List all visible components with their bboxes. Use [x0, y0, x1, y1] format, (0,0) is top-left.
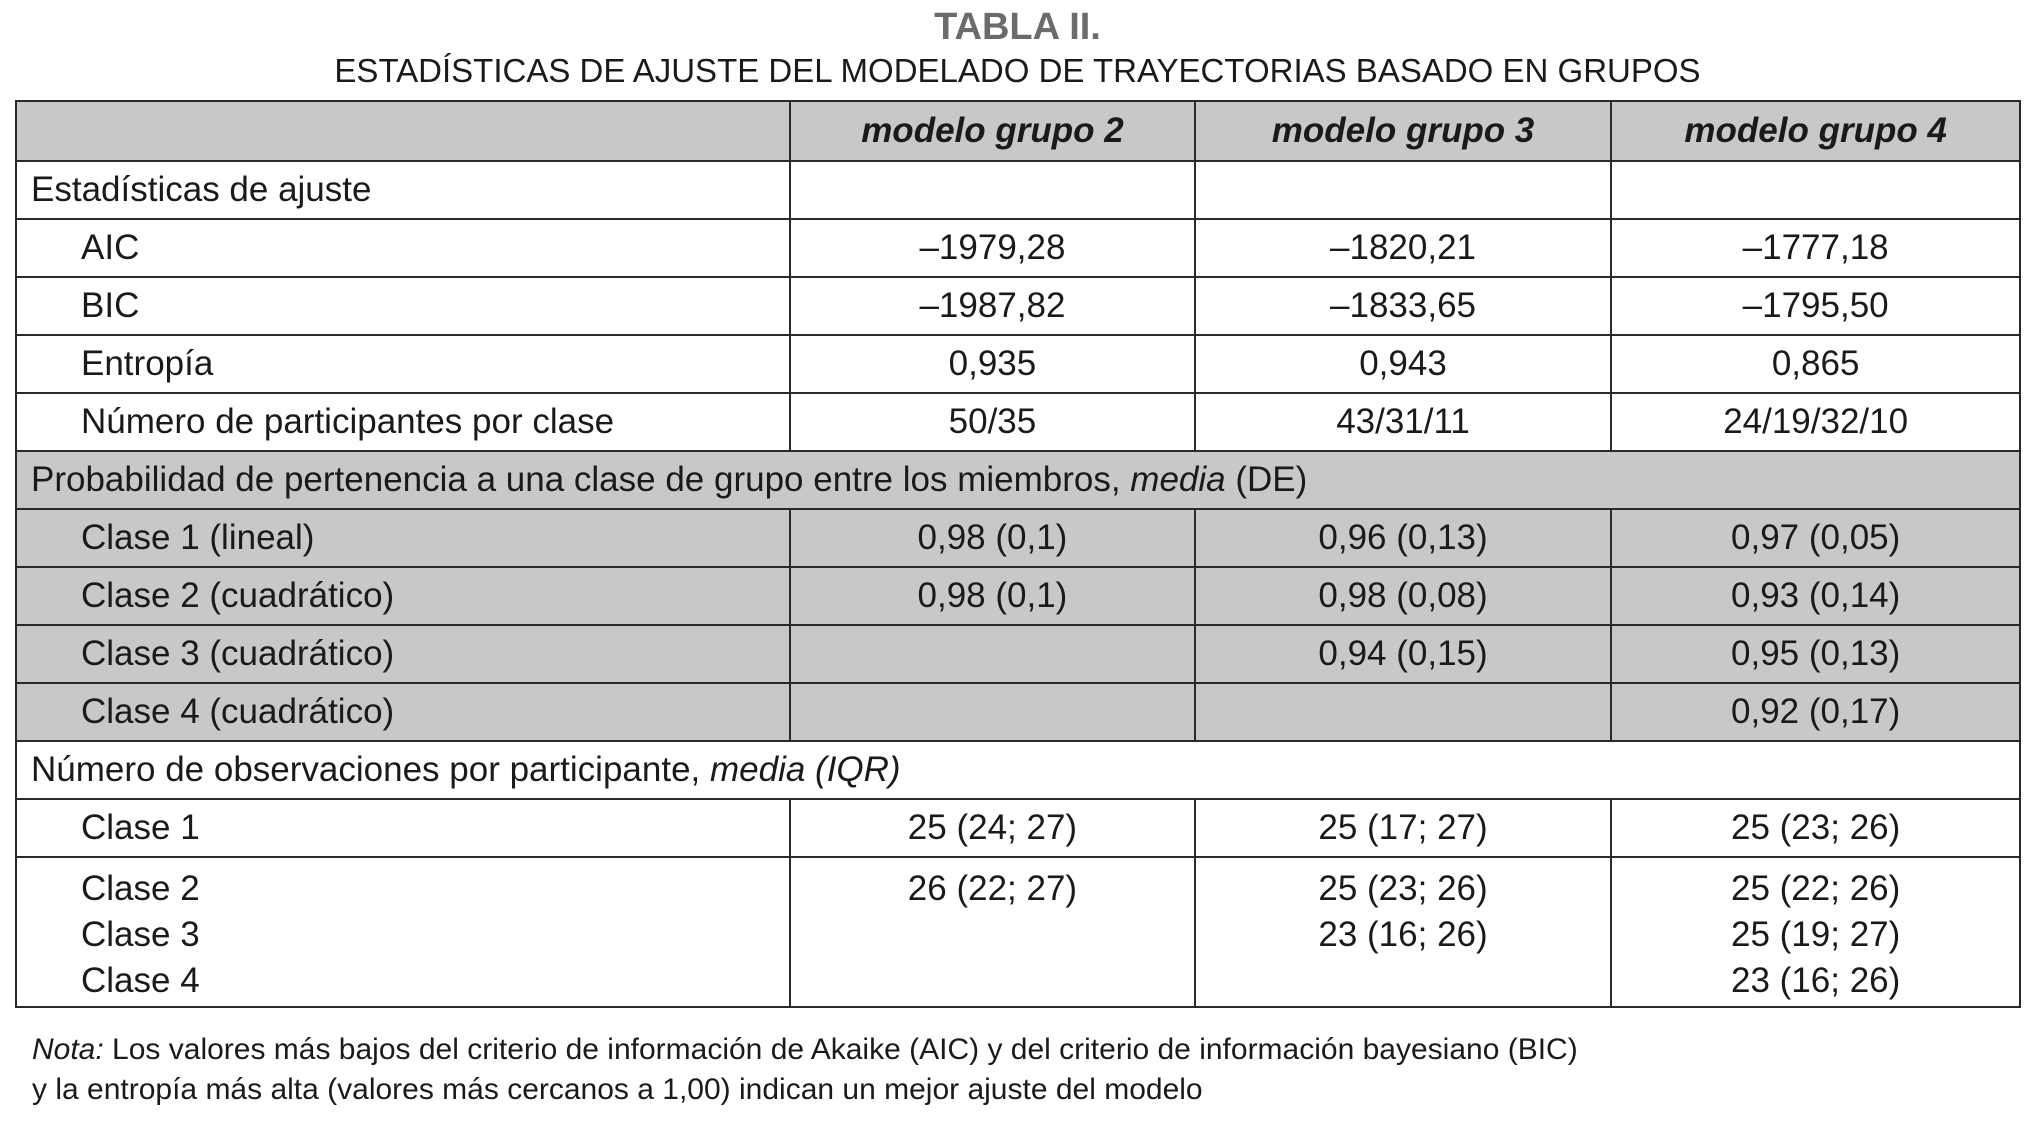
fit-statistics-table: modelo grupo 2 modelo grupo 3 modelo gru… [14, 100, 2021, 1008]
section-row: Probabilidad de pertenencia a una clase … [15, 450, 2021, 510]
header-cell: modelo grupo 4 [1610, 100, 2021, 162]
cell: 0,98 (0,08) [1193, 566, 1613, 626]
row-label: AIC [14, 218, 792, 278]
table-row: Clase 3 (cuadrático) 0,94 (0,15) 0,95 (0,1… [14, 624, 2021, 684]
table-row: Entropía 0,935 0,943 0,865 [14, 334, 2021, 394]
cell: 0,98 (0,1) [789, 566, 1196, 626]
table-row: Clase 2 Clase 3 Clase 4 26 (22; 27) 25 (… [14, 856, 2021, 1008]
cell: 25 (23; 26) 23 (16; 26) [1193, 856, 1613, 1008]
section-label: Probabilidad de pertenencia a una clase … [15, 450, 2021, 510]
row-label: Clase 1 [14, 798, 792, 858]
table-row: Clase 1 (lineal) 0,98 (0,1) 0,96 (0,13) 0,9… [14, 508, 2021, 568]
table-note: Nota: Los valores más bajos del criterio… [32, 1033, 1578, 1106]
cell: –1795,50 [1610, 276, 2021, 336]
cell: 25 (24; 27) [789, 798, 1196, 858]
cell: 43/31/11 [1193, 392, 1613, 452]
cell: 0,94 (0,15) [1193, 624, 1613, 684]
section-row: Número de observaciones por participante… [15, 740, 2021, 800]
table-title: ESTADÍSTICAS DE AJUSTE DEL MODELADO DE T… [334, 52, 1701, 89]
row-label: Clase 1 (lineal) [14, 508, 792, 568]
row-labels: Clase 2 Clase 3 Clase 4 [14, 856, 792, 1008]
row-label: BIC [14, 276, 792, 336]
cell: –1979,28 [789, 218, 1196, 278]
cell: 26 (22; 27) [789, 856, 1196, 1008]
row-label: Clase 2 (cuadrático) [14, 566, 792, 626]
table-row: Número de participantes por clase 50/35 43… [14, 392, 2021, 452]
cell: 0,92 (0,17) [1610, 682, 2021, 742]
cell: 0,95 (0,13) [1610, 624, 2021, 684]
cell: 0,98 (0,1) [789, 508, 1196, 568]
row-label: Número de participantes por clase [14, 392, 792, 452]
section-row: Estadísticas de ajuste [14, 160, 2021, 220]
table-number: TABLA II. [934, 6, 1101, 48]
table-row: Clase 2 (cuadrático) 0,98 (0,1) 0,98 (0,08… [14, 566, 2021, 626]
header-row: modelo grupo 2 modelo grupo 3 modelo gru… [14, 100, 2021, 162]
table-row: Clase 1 25 (24; 27) 25 (17; 27) 25 (23; 26) [14, 798, 2021, 858]
cell: –1777,18 [1610, 218, 2021, 278]
cell: 24/19/32/10 [1610, 392, 2021, 452]
cell: 0,96 (0,13) [1193, 508, 1613, 568]
row-label: Clase 3 (cuadrático) [14, 624, 792, 684]
cell: 50/35 [789, 392, 1196, 452]
section-label: Estadísticas de ajuste [14, 160, 792, 220]
cell: 0,93 (0,14) [1610, 566, 2021, 626]
cell [1193, 682, 1613, 742]
header-cell: modelo grupo 3 [1193, 100, 1613, 162]
cell [789, 624, 1196, 684]
cell [789, 682, 1196, 742]
cell: 0,943 [1193, 334, 1613, 394]
row-label: Clase 4 (cuadrático) [14, 682, 792, 742]
cell: 25 (17; 27) [1193, 798, 1613, 858]
section-label: Número de observaciones por participante… [15, 740, 2021, 800]
cell: –1833,65 [1193, 276, 1613, 336]
table-row: BIC –1987,82 –1833,65 –1795,50 [14, 276, 2021, 336]
cell: 0,865 [1610, 334, 2021, 394]
cell: –1987,82 [789, 276, 1196, 336]
table-row: Clase 4 (cuadrático) 0,92 (0,17) [14, 682, 2021, 742]
table-row: AIC –1979,28 –1820,21 –1777,18 [14, 218, 2021, 278]
cell: 25 (23; 26) [1610, 798, 2021, 858]
cell: 0,935 [789, 334, 1196, 394]
header-cell: modelo grupo 2 [789, 100, 1196, 162]
cell: 0,97 (0,05) [1610, 508, 2021, 568]
cell: –1820,21 [1193, 218, 1613, 278]
row-label: Entropía [14, 334, 792, 394]
cell: 25 (22; 26) 25 (19; 27) 23 (16; 26) [1610, 856, 2021, 1008]
header-cell [14, 100, 792, 162]
